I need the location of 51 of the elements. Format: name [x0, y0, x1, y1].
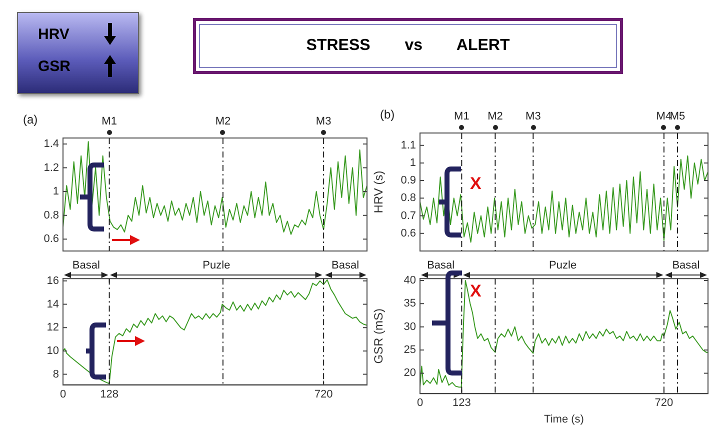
text: Puzle — [202, 260, 230, 272]
chart-title: (a) — [23, 112, 38, 126]
y-tick-label: 25 — [404, 344, 416, 356]
x-tick-label: 128 — [100, 388, 119, 400]
y-tick-label: 0.6 — [44, 233, 59, 246]
y-tick-label: 12 — [46, 322, 59, 334]
y-tick-label: 1.4 — [44, 138, 59, 150]
y-tick-label: 0.6 — [400, 227, 416, 240]
y-tick-label: 35 — [404, 298, 416, 310]
y-tick-label: 1 — [410, 156, 416, 169]
y-tick-label: 0.7 — [400, 210, 416, 222]
x-tick-label: 720 — [654, 397, 674, 410]
x-tick-label: 720 — [314, 388, 333, 400]
chart-title: (b) — [380, 107, 395, 122]
x-axis-title: Time (s) — [544, 413, 584, 426]
text: GSR — [38, 58, 72, 74]
ref-line-label: M1 — [102, 116, 117, 128]
y-tick-label: 14 — [46, 298, 59, 310]
text: HRV — [38, 26, 70, 42]
y-axis-title: GSR (mS) — [372, 308, 386, 364]
ref-line-label: M2 — [215, 116, 231, 128]
y-tick-label: 40 — [404, 274, 416, 286]
text: Basal — [672, 260, 700, 272]
ref-line-label: M5 — [670, 110, 686, 123]
y-tick-label: 16 — [46, 274, 59, 287]
y-tick-label: 1.2 — [44, 162, 59, 174]
annotation: X — [470, 282, 482, 301]
ref-line-label: M2 — [488, 110, 503, 123]
x-tick-label: 0 — [60, 388, 66, 400]
y-tick-label: 0.8 — [400, 192, 416, 204]
text: Basal — [332, 260, 360, 272]
ref-line-label: M1 — [454, 110, 470, 123]
y-axis-title: HRV (s) — [372, 170, 386, 214]
y-tick-label: 20 — [404, 367, 416, 380]
x-tick-label: 0 — [416, 397, 424, 410]
y-tick-label: 0.9 — [400, 174, 416, 187]
y-tick-label: 1.1 — [400, 139, 416, 152]
y-tick-label: 0.8 — [44, 209, 59, 222]
y-tick-label: 1 — [52, 186, 59, 198]
y-tick-label: 8 — [52, 368, 59, 380]
text: Basal — [427, 260, 455, 272]
ref-line-label: M4 — [656, 110, 672, 123]
text: Puzle — [549, 260, 577, 272]
text: STRESS vs ALERT — [199, 24, 617, 68]
ref-line-label: M3 — [526, 110, 541, 123]
x-tick-label: 123 — [452, 397, 471, 410]
annotation: X — [470, 174, 482, 193]
ref-line-label: M3 — [316, 116, 332, 128]
text: Basal — [72, 260, 100, 272]
y-tick-label: 10 — [46, 344, 59, 357]
y-tick-label: 30 — [404, 320, 416, 333]
